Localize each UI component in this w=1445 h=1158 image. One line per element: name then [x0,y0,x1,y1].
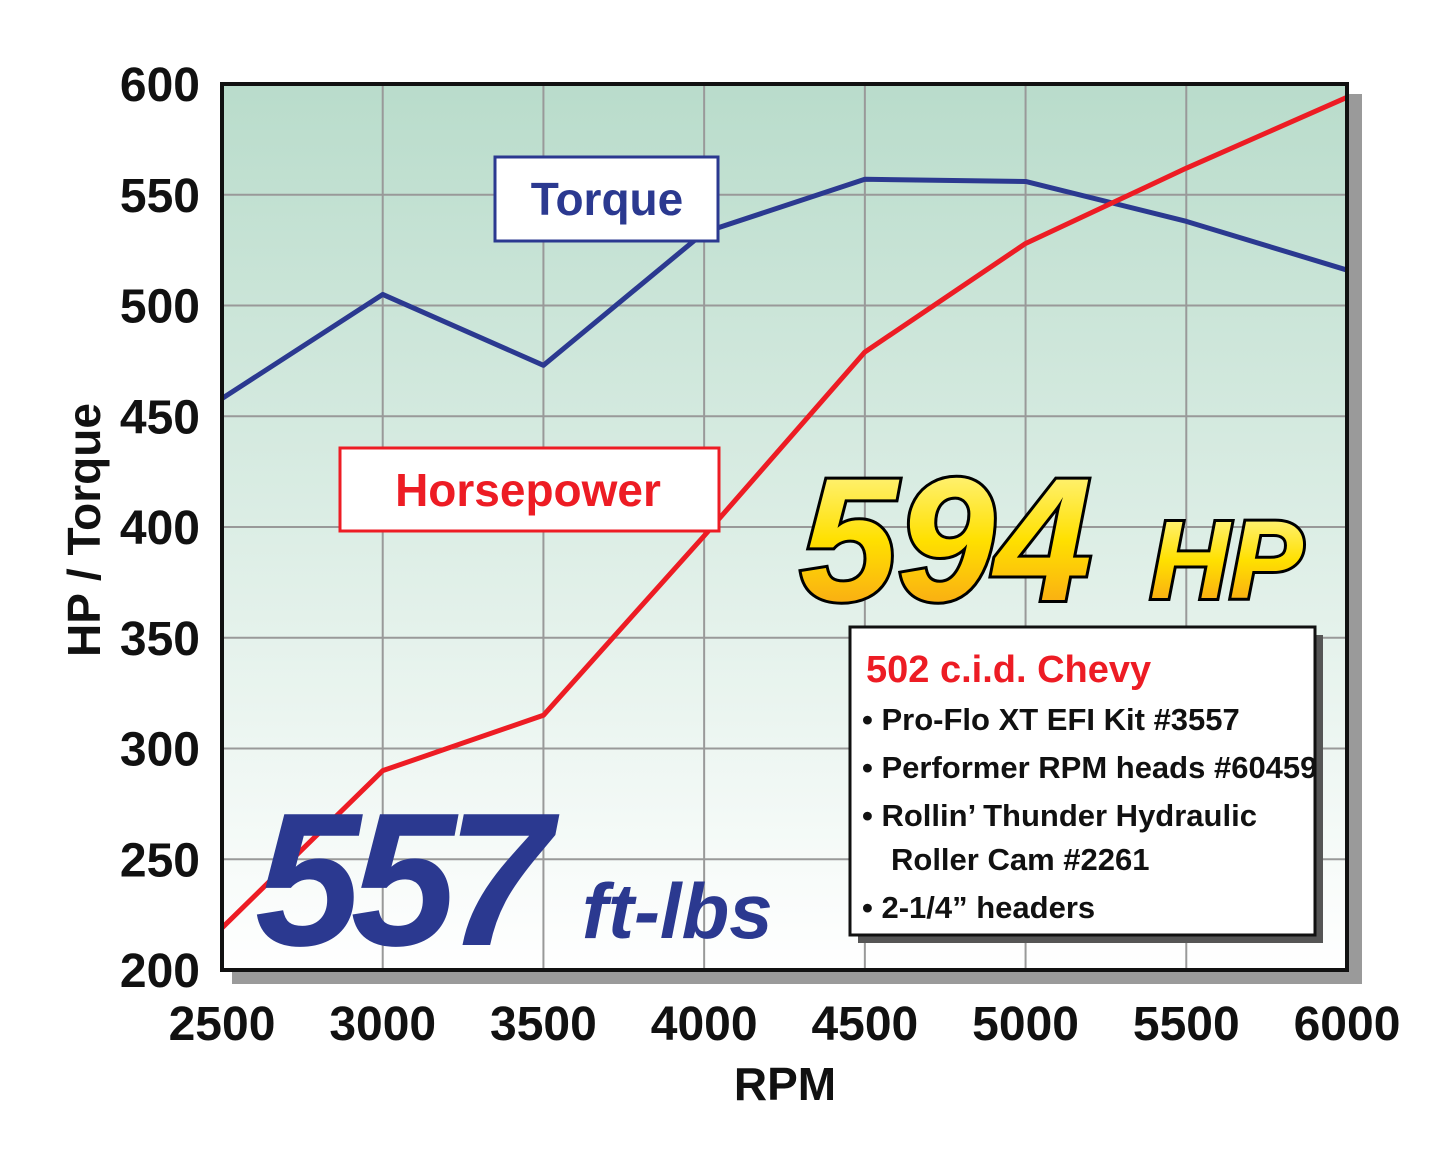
x-tick-label: 5000 [972,998,1079,1051]
spec-line: • 2-1/4” headers [862,890,1095,925]
y-axis-title: HP / Torque [58,403,110,657]
y-tick-label: 400 [120,502,200,555]
hp-callout-number: 594 [800,443,1092,638]
x-tick-label: 5500 [1133,998,1240,1051]
x-tick-label: 4000 [651,998,758,1051]
spec-line: • Pro-Flo XT EFI Kit #3557 [862,702,1240,737]
y-tick-label: 200 [120,945,200,998]
spec-line: • Performer RPM heads #60459 [862,750,1317,785]
spec-line: • Rollin’ Thunder Hydraulic [862,798,1257,833]
x-tick-label: 2500 [169,998,276,1051]
legend-box [493,155,720,243]
series-line [220,95,1349,930]
x-tick-label: 4500 [811,998,918,1051]
x-tick-label: 6000 [1294,998,1401,1051]
series-line [220,176,1348,401]
legend-label: Torque [531,173,683,225]
torque-callout-number: 557 [255,774,560,986]
y-tick-label: 350 [120,613,200,666]
plot-frame [220,82,1349,972]
hp-callout-unit: HP [1150,499,1303,622]
y-tick-label: 600 [120,59,200,112]
torque-callout-unit: ft-lbs [582,867,773,955]
spec-title: 502 c.i.d. Chevy [866,649,1151,691]
y-tick-label: 550 [120,170,200,223]
y-tick-label: 300 [120,724,200,777]
x-tick-label: 3000 [329,998,436,1051]
y-tick-label: 250 [120,834,200,887]
legend-box [338,446,721,533]
legend-label: Horsepower [395,464,661,516]
y-tick-label: 500 [120,281,200,334]
x-axis-title: RPM [734,1058,836,1110]
spec-line: Roller Cam #2261 [891,842,1149,877]
y-tick-label: 450 [120,391,200,444]
x-tick-label: 3500 [490,998,597,1051]
spec-box [848,625,1317,937]
